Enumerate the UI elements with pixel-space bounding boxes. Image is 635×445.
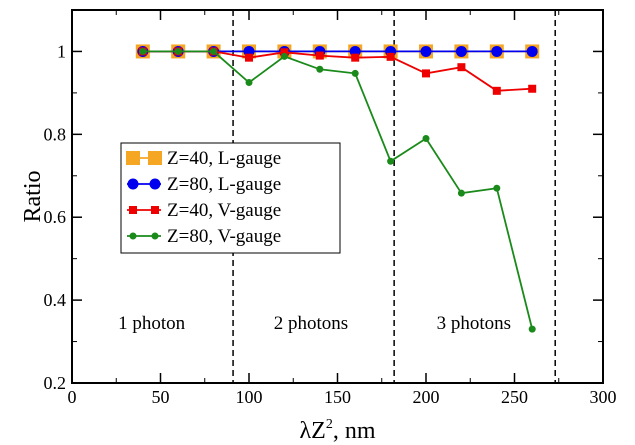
region-label: 1 photon [118, 313, 186, 334]
x-tick-label: 250 [501, 387, 528, 407]
data-point [386, 52, 395, 61]
data-point [528, 325, 536, 333]
region-dividers [232, 10, 556, 383]
data-point [315, 51, 324, 60]
data-point [493, 184, 501, 192]
y-tick-label: 1 [57, 41, 66, 61]
y-tick-label: 0.4 [44, 290, 67, 310]
x-tick-label: 100 [236, 387, 263, 407]
series-layer [135, 44, 540, 333]
legend-swatch-marker [127, 178, 139, 190]
x-tick-label: 50 [152, 387, 170, 407]
data-point [422, 69, 430, 78]
legend-label: Z=80, V-gauge [167, 226, 281, 247]
data-point [528, 84, 537, 93]
data-point [457, 63, 466, 72]
x-tick-label: 300 [590, 387, 617, 407]
region-label: 3 photons [437, 313, 511, 334]
data-point [526, 45, 538, 57]
region-labels: 1 photon 2 photons 3 photons [118, 313, 511, 334]
data-point [492, 86, 501, 95]
y-tick-label: 0.6 [44, 207, 67, 227]
data-point [280, 48, 289, 57]
data-point [455, 45, 467, 57]
data-point [422, 134, 430, 142]
x-tick-label: 150 [324, 387, 351, 407]
data-point [174, 47, 182, 55]
y-tick-label: 0.8 [44, 124, 67, 144]
data-point [210, 47, 218, 55]
data-point [316, 65, 324, 73]
x-axis-label: λZ2, nm [300, 417, 376, 444]
legend-swatch-marker [126, 151, 140, 165]
legend-swatch-marker [151, 232, 159, 240]
legend: Z=40, L-gauge Z=80, L-gauge Z=40, V-gauge Z… [120, 142, 341, 254]
data-point [245, 79, 253, 87]
data-point [351, 53, 360, 62]
data-point [457, 189, 465, 197]
legend-swatch-marker [148, 151, 162, 165]
series-line [142, 50, 534, 330]
x-tick-label: 200 [413, 387, 440, 407]
x-tick-label: 0 [68, 387, 77, 407]
legend-label: Z=80, L-gauge [167, 174, 281, 195]
legend-label: Z=40, V-gauge [167, 200, 281, 221]
data-point [351, 69, 359, 77]
data-point [491, 45, 503, 57]
legend-swatch-marker [151, 206, 159, 214]
x-axis-label-suffix: , nm [333, 418, 376, 444]
legend-swatch-marker [129, 206, 137, 214]
x-axis-label-main: λZ [300, 418, 326, 444]
y-tick-label: 0.2 [44, 373, 67, 393]
legend-swatch-marker [149, 178, 161, 190]
axes: 0 50 100 150 200 250 300 0.2 0.4 0.6 0.8 1 [44, 9, 617, 407]
legend-swatch-marker [129, 232, 137, 240]
data-point [245, 53, 253, 62]
legend-label: Z=40, L-gauge [167, 148, 281, 169]
data-point [280, 52, 288, 60]
data-point [420, 45, 432, 57]
x-axis-label-superscript: 2 [326, 417, 333, 432]
data-point [139, 47, 147, 55]
region-label: 2 photons [274, 313, 348, 334]
y-axis-label: Ratio [20, 171, 46, 223]
data-point [387, 157, 395, 165]
series-4 [139, 47, 536, 333]
